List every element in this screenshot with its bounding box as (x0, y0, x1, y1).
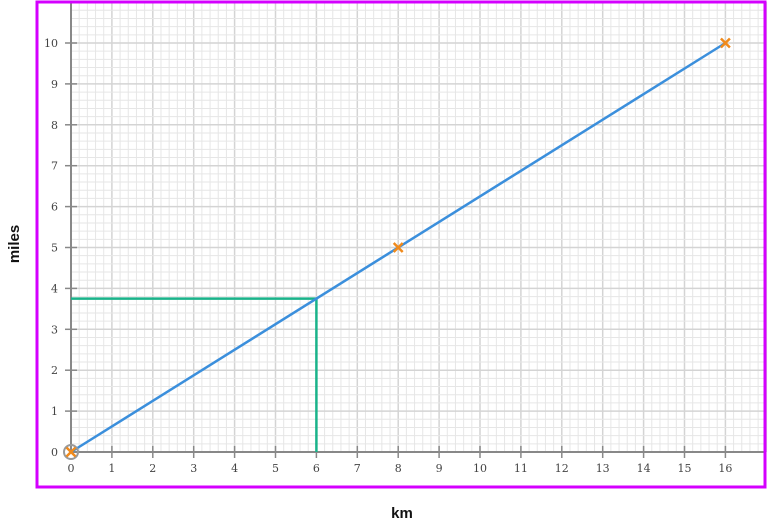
x-tick-label: 13 (596, 462, 610, 475)
x-tick-label: 6 (313, 462, 320, 475)
y-tick-label: 9 (51, 78, 58, 91)
x-tick-label: 7 (354, 462, 361, 475)
x-tick-label: 12 (555, 462, 569, 475)
x-tick-label: 0 (68, 462, 75, 475)
x-tick-label: 5 (272, 462, 279, 475)
x-tick-label: 2 (149, 462, 156, 475)
x-tick-label: 15 (678, 462, 692, 475)
x-tick-label: 8 (395, 462, 402, 475)
y-tick-label: 6 (51, 201, 58, 214)
x-tick-label: 3 (190, 462, 197, 475)
y-tick-label: 1 (51, 405, 58, 418)
x-tick-label: 14 (637, 462, 651, 475)
reading-lines (71, 297, 318, 452)
x-tick-label: 16 (718, 462, 732, 475)
data-point-marker (65, 446, 77, 458)
data-point-marker (392, 242, 404, 253)
y-axis-label: miles (6, 225, 23, 263)
y-tick-label: 5 (51, 242, 58, 255)
y-tick-label: 4 (51, 282, 58, 295)
axes (65, 2, 767, 458)
x-axis-label: km (391, 505, 413, 522)
y-tick-label: 7 (51, 160, 58, 173)
y-tick-label: 0 (51, 446, 58, 459)
x-tick-label: 1 (108, 462, 115, 475)
x-tick-label: 9 (436, 462, 443, 475)
y-tick-label: 3 (51, 323, 58, 336)
data-point-marker (720, 37, 731, 49)
y-tick-label: 10 (44, 37, 58, 50)
x-tick-label: 4 (231, 462, 238, 475)
origin-circle (63, 444, 79, 460)
markers (63, 37, 731, 460)
x-tick-label: 10 (473, 462, 487, 475)
chart-frame (35, 0, 767, 489)
grid (71, 1, 768, 452)
y-tick-label: 2 (51, 364, 58, 377)
y-tick-label: 8 (51, 119, 58, 132)
x-tick-label: 11 (514, 462, 528, 475)
